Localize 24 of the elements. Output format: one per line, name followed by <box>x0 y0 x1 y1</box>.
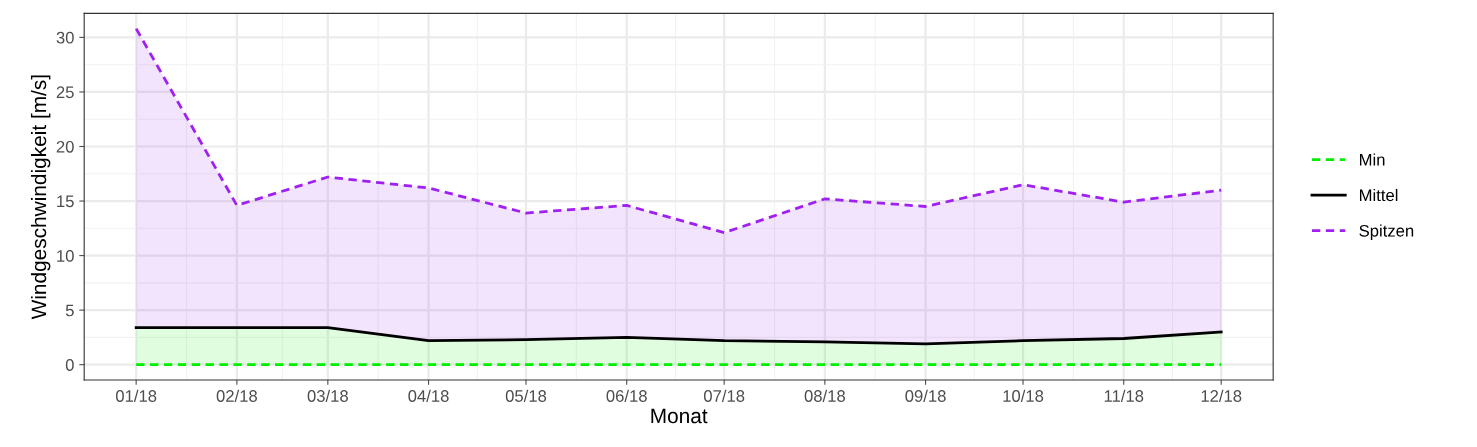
x-axis-title: Monat <box>651 408 708 424</box>
x-tick-label: 03/18 <box>307 389 348 402</box>
legend-label: Mittel <box>1359 188 1398 202</box>
x-tick-label: 06/18 <box>606 389 647 402</box>
x-tick-label: 09/18 <box>905 389 946 402</box>
x-tick-label: 07/18 <box>703 389 745 402</box>
x-tick-label: 01/18 <box>115 389 157 402</box>
x-tick-label: 04/18 <box>408 389 449 402</box>
y-axis-title: Windgeschwindigkeit [m/s] <box>30 75 51 320</box>
x-tick-label: 12/18 <box>1201 389 1242 402</box>
y-tick-label: 20 <box>56 140 74 153</box>
y-tick-label: 0 <box>65 359 74 371</box>
legend-label: Spitzen <box>1359 224 1414 240</box>
y-tick-label: 30 <box>56 31 74 44</box>
x-tick-label: 08/18 <box>804 389 845 402</box>
x-tick-label: 05/18 <box>505 389 547 402</box>
x-tick-label: 02/18 <box>216 389 257 402</box>
x-tick-label: 11/18 <box>1104 389 1144 402</box>
legend-label: Min <box>1359 153 1385 166</box>
y-tick-label: 5 <box>65 304 74 317</box>
y-tick-label: 25 <box>56 86 74 99</box>
y-tick-label: 10 <box>57 249 74 262</box>
y-tick-label: 15 <box>57 195 74 208</box>
x-tick-label: 10/18 <box>1003 389 1044 402</box>
